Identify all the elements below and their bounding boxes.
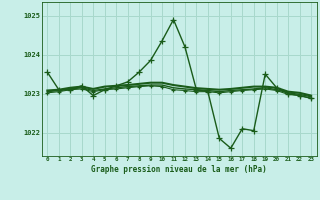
X-axis label: Graphe pression niveau de la mer (hPa): Graphe pression niveau de la mer (hPa) — [91, 165, 267, 174]
